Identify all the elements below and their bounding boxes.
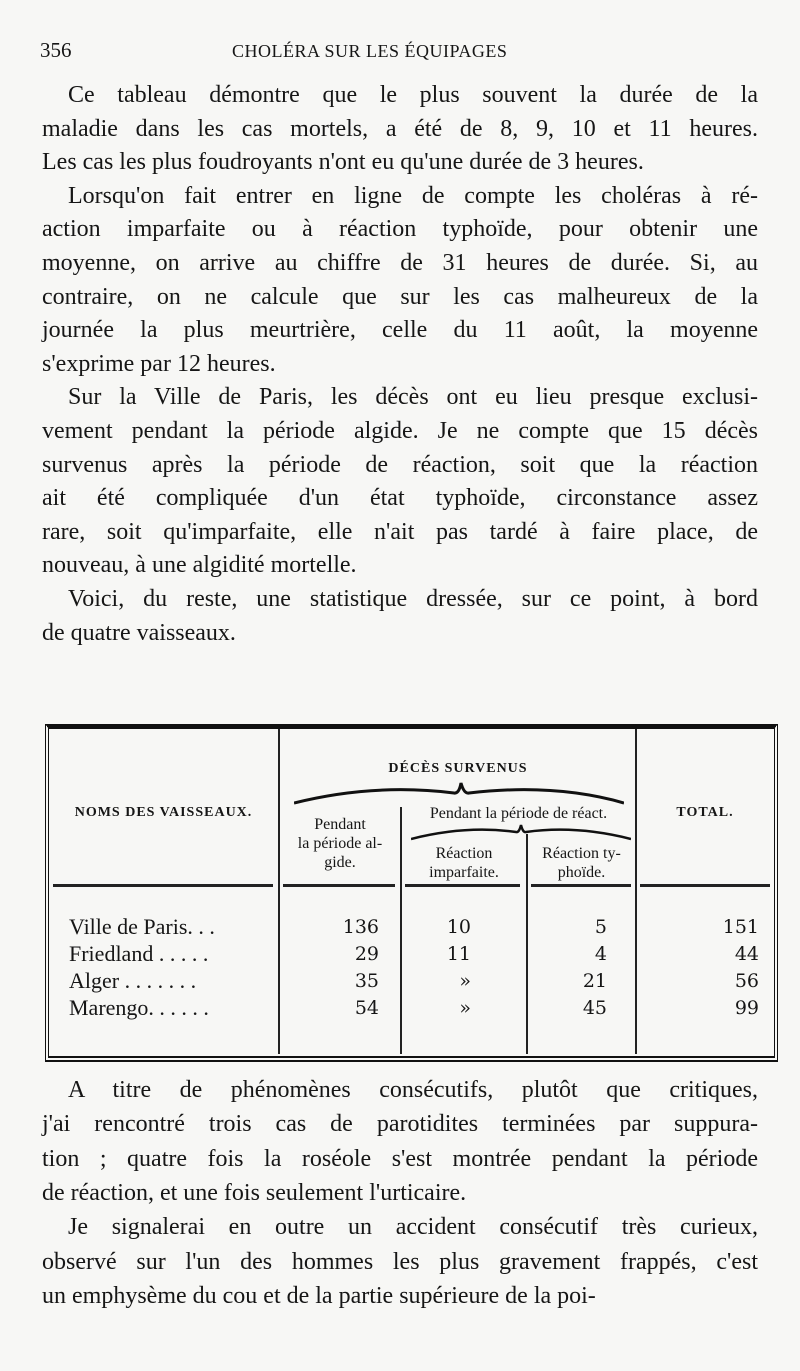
text-line: action imparfaite ou à réaction typhoïde… xyxy=(42,216,758,243)
text-line: s'exprime par 12 heures. xyxy=(42,350,276,377)
text-line: ait été compliquée d'un état typhoïde, c… xyxy=(42,485,758,512)
cell-name: Ville de Paris. . . xyxy=(69,914,215,939)
text-line: un emphysème du cou et de la partie supé… xyxy=(42,1282,596,1309)
cell-name: Alger . . . . . . . xyxy=(69,968,197,993)
statistics-table: DÉCÈS SURVENUS NOMS DES VAISSEAUX. Penda… xyxy=(45,724,778,1062)
cell-imparfaite: 10 xyxy=(446,916,471,938)
cell-imparfaite: » xyxy=(459,970,471,992)
text-line: vement pendant la période algide. Je ne … xyxy=(42,418,758,444)
cell-typhoide: 45 xyxy=(582,997,607,1019)
cell-total: 44 xyxy=(734,943,759,965)
text-line: Lorsqu'on fait entrer en ligne de compte… xyxy=(68,182,758,209)
col-header-imparfaite: Réaction imparfaite. xyxy=(429,845,499,881)
text-line: nouveau, à une algidité mortelle. xyxy=(42,552,357,579)
text-line: j'ai rencontré trois cas de parotidites … xyxy=(42,1111,758,1138)
page-number: 356 xyxy=(40,38,72,62)
group-header-deces: DÉCÈS SURVENUS xyxy=(388,761,528,776)
brace-icon xyxy=(294,782,624,805)
cell-total: 56 xyxy=(734,970,759,992)
col-header-reaction-group: Pendant la période de réact. xyxy=(429,805,608,822)
cell-total: 151 xyxy=(722,916,759,938)
text-line: Sur la Ville de Paris, les décès ont eu … xyxy=(68,384,758,411)
cell-imparfaite: 11 xyxy=(446,943,471,965)
col-header-algide: Pendant la période al-gide. xyxy=(297,816,383,871)
text-line: survenus après la période de réaction, s… xyxy=(42,451,758,478)
text-line: observé sur l'un des hommes les plus gra… xyxy=(42,1248,758,1275)
text-line: moyenne, on arrive au chiffre de 31 heur… xyxy=(42,250,758,276)
text-line: maladie dans les cas mortels, a été de 8… xyxy=(42,115,758,142)
cell-algide: 54 xyxy=(354,997,379,1019)
cell-typhoide: 4 xyxy=(594,943,607,965)
text-line: A titre de phénomènes consécutifs, plutô… xyxy=(68,1077,758,1103)
cell-typhoide: 21 xyxy=(582,970,607,992)
brace-icon xyxy=(411,824,631,841)
cell-algide: 136 xyxy=(342,916,379,938)
cell-algide: 29 xyxy=(354,943,379,965)
cell-total: 99 xyxy=(734,997,759,1019)
col-header-typhoide: Réaction ty-phoïde. xyxy=(542,845,621,881)
text-line: Je signalerai en outre un accident consé… xyxy=(68,1214,758,1241)
cell-typhoide: 5 xyxy=(594,916,607,938)
text-line: Les cas les plus foudroyants n'ont eu qu… xyxy=(42,149,644,176)
text-line: contraire, on ne calcule que sur les cas… xyxy=(42,283,758,310)
cell-name: Marengo. . . . . . xyxy=(69,995,209,1020)
text-line: tion ; quatre fois la roséole s'est mont… xyxy=(42,1145,758,1172)
text-line: Voici, du reste, une statistique dressée… xyxy=(68,586,758,612)
cell-algide: 35 xyxy=(354,970,379,992)
text-line: de quatre vaisseaux. xyxy=(42,619,236,646)
text-line: de réaction, et une fois seulement l'urt… xyxy=(42,1179,467,1206)
text-line: Ce tableau démontre que le plus souvent … xyxy=(68,82,758,108)
col-header-total: TOTAL. xyxy=(676,805,734,820)
col-header-name: NOMS DES VAISSEAUX. xyxy=(74,805,253,820)
cell-name: Friedland . . . . . xyxy=(69,941,209,966)
text-line: rare, soit qu'imparfaite, elle n'ait pas… xyxy=(42,518,758,545)
cell-imparfaite: » xyxy=(459,997,471,1019)
running-title: CHOLÉRA SUR LES ÉQUIPAGES xyxy=(232,41,508,61)
text-line: journée la plus meurtrière, celle du 11 … xyxy=(42,317,758,344)
